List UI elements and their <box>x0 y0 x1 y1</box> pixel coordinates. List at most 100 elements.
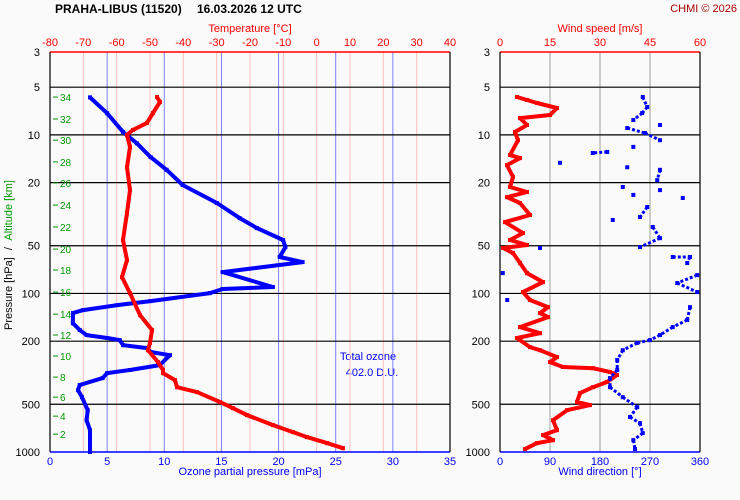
ozone-profile-line-point <box>121 130 126 135</box>
wind-speed-line-point <box>523 447 527 452</box>
temperature-axis-label: Temperature [°C] <box>208 23 291 35</box>
temperature-profile-line-point <box>150 327 154 332</box>
pressure-tick-label: 3 <box>34 47 40 59</box>
temperature-profile-line-point <box>125 211 129 216</box>
ozone-profile-line-point <box>105 336 110 341</box>
wind-direction-segment <box>622 341 638 352</box>
ozone-profile-line-point <box>164 167 169 172</box>
ozone-profile-line-point <box>128 368 132 373</box>
wind-speed-line-point <box>588 403 592 408</box>
pressure-axis-label: Pressure [hPa] <box>3 257 15 330</box>
temperature-profile-line-point <box>138 313 142 318</box>
wind-speed-line-point <box>518 116 522 121</box>
temperature-profile-line-point <box>158 99 162 104</box>
ozone-profile-line-point <box>148 299 153 304</box>
wind-direction-point <box>620 184 625 189</box>
copyright: CHMI © 2026 <box>670 3 737 15</box>
wind-speed-line-point <box>541 280 545 285</box>
wind-direction-segment <box>641 96 649 108</box>
wind-speed-line-point <box>555 428 559 433</box>
station-title: PRAHA-LIBUS (11520) <box>55 2 182 16</box>
wind-speed-line-point <box>525 122 529 127</box>
wind-speed-tick-label: 30 <box>594 37 606 49</box>
wind-speed-tick-label: 15 <box>544 37 556 49</box>
altitude-tick-label: 26 <box>60 179 72 190</box>
ozone-profile-line-point <box>77 327 82 332</box>
wind-speed-line-point <box>525 271 529 276</box>
wind-speed-line-point <box>551 438 555 443</box>
wind-direction-segment <box>631 439 637 450</box>
ozone-profile-line-point <box>134 141 139 146</box>
wind-speed-tick-label: 60 <box>694 37 706 49</box>
ozone-profile-line-point <box>117 338 122 343</box>
wind-speed-line-point <box>605 380 609 385</box>
ozone-tick-label: 30 <box>387 456 399 468</box>
temperature-profile-line-point <box>305 435 309 440</box>
altitude-tick-label: 12 <box>60 331 72 342</box>
wind-speed-line-point <box>516 138 520 143</box>
pressure-tick-label: 10 <box>478 130 490 142</box>
altitude-tick-label: 20 <box>60 245 72 256</box>
wind-direction-segment <box>629 415 641 425</box>
temperature-profile-line-point <box>145 120 149 125</box>
wind-direction-segment <box>621 395 639 409</box>
temperature-profile-line-point <box>156 360 160 365</box>
temperature-profile-line-point <box>125 165 129 170</box>
temperature-tick-label: 30 <box>411 37 423 49</box>
wind-speed-line-point <box>515 336 519 341</box>
ozone-profile-line-point <box>88 95 92 100</box>
wind-direction-tick-label: 360 <box>691 456 709 468</box>
ozone-profile-line-point <box>115 303 120 308</box>
ozone-profile-line-point <box>100 376 105 381</box>
ozone-profile-line-point <box>254 226 259 231</box>
pressure-tick-label: 20 <box>28 178 40 190</box>
temperature-tick-label: 40 <box>444 37 456 49</box>
ozone-tick-label: 20 <box>272 456 284 468</box>
pressure-tick-label: 200 <box>472 336 490 348</box>
ozone-profile-line-point <box>70 321 75 326</box>
wind-speed-line-point <box>528 298 532 303</box>
pressure-tick-label: 100 <box>472 288 490 300</box>
temperature-profile-line-point <box>291 430 295 435</box>
ozone-tick-label: 0 <box>47 456 53 468</box>
wind-direction-point <box>590 150 595 155</box>
wind-speed-line-point <box>518 201 522 206</box>
temperature-tick-label: -80 <box>42 37 58 49</box>
wind-speed-line-point <box>521 290 525 295</box>
altitude-tick-label: 16 <box>60 288 72 299</box>
wind-speed-line-point <box>518 156 522 161</box>
wind-speed-line-point <box>538 311 542 316</box>
wind-speed-line-point <box>515 95 519 100</box>
wind-direction-segment <box>638 206 649 218</box>
wind-speed-axis-label: Wind speed [m/s] <box>558 23 643 35</box>
wind-direction-segment <box>655 169 662 181</box>
temperature-profile-line-point <box>271 423 275 428</box>
altitude-tick-label: 28 <box>60 158 72 169</box>
wind-speed-line-point <box>575 400 579 405</box>
wind-direction-point <box>631 144 636 149</box>
ozone-profile-line-point <box>105 111 110 116</box>
pressure-tick-label: 50 <box>28 241 40 253</box>
wind-direction-axis-label: Wind direction [°] <box>558 466 641 478</box>
wind-speed-line-point <box>546 315 550 320</box>
axis-label-separator: / <box>3 246 15 250</box>
temperature-profile-line-point <box>245 413 249 418</box>
wind-direction-point <box>500 271 505 276</box>
wind-speed-line-point <box>555 106 559 111</box>
ozone-profile-line-point <box>168 353 172 358</box>
temperature-profile-line-point <box>231 406 235 411</box>
temperature-profile-line-point <box>151 111 155 116</box>
wind-direction-tick-label: 270 <box>641 456 659 468</box>
total-ozone-value: 402.0 D.U. <box>346 367 399 379</box>
wind-direction-segment <box>592 150 608 155</box>
temperature-tick-label: 20 <box>377 37 389 49</box>
pressure-tick-label: 10 <box>28 130 40 142</box>
temperature-profile-line-point <box>131 127 135 132</box>
temperature-profile-line-point <box>120 275 124 280</box>
temperature-profile-line-point <box>125 132 129 137</box>
wind-direction-point <box>558 160 562 165</box>
ozone-axis-label: Ozone partial pressure [mPa] <box>178 466 321 478</box>
wind-speed-line-point <box>505 163 509 168</box>
wind-speed-line-point <box>525 189 529 194</box>
wind-direction-tick-label: 180 <box>591 456 609 468</box>
